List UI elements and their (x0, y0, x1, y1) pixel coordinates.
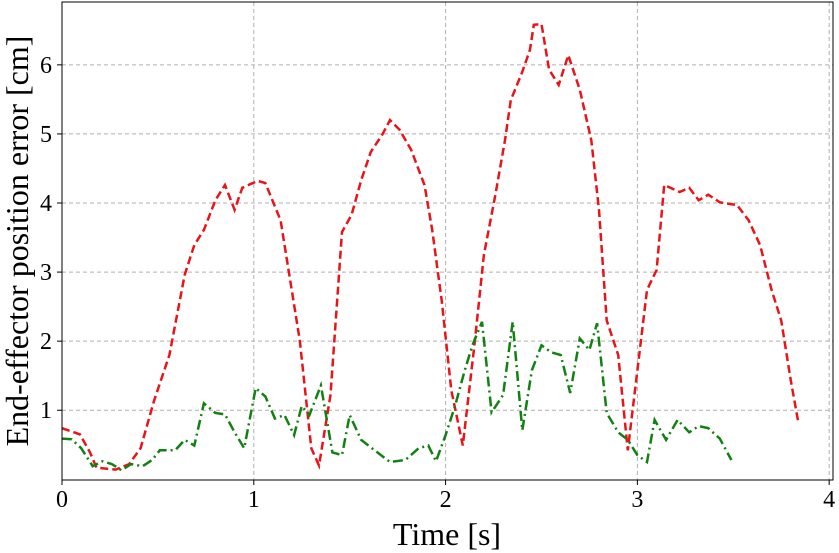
y-axis-label: End-effector position error [cm] (0, 36, 35, 447)
y-tick-label: 3 (40, 260, 52, 286)
y-tick-label: 1 (40, 398, 52, 424)
x-tick-label: 0 (56, 487, 68, 513)
plot-frame (61, 1, 834, 481)
x-tick-label: 4 (823, 487, 835, 513)
y-tick-label: 4 (40, 191, 52, 217)
data-line (61, 321, 733, 472)
x-axis-label: Time [s] (393, 516, 501, 552)
y-tick-label: 6 (40, 53, 52, 79)
x-tick-label: 3 (631, 487, 643, 513)
x-tick-label: 1 (248, 487, 260, 513)
x-tick-label: 2 (440, 487, 452, 513)
data-line (61, 22, 800, 471)
y-tick-label: 5 (40, 122, 52, 148)
y-tick-label: 2 (40, 329, 52, 355)
